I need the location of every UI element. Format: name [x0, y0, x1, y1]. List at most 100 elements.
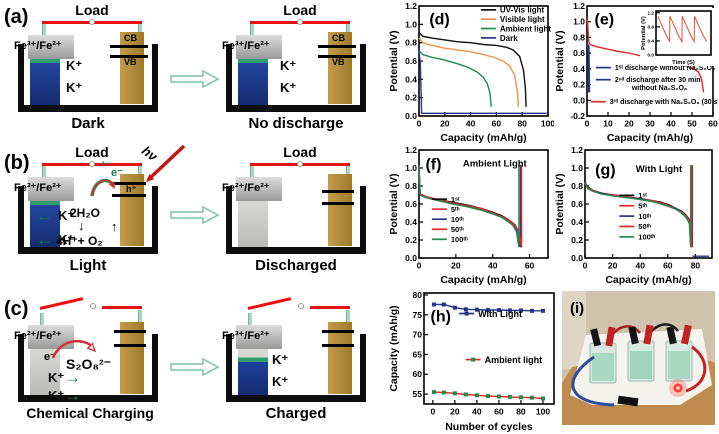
legend-label: 10ᵗʰ [638, 212, 651, 221]
x-tick-label: 60 [492, 119, 502, 129]
cb-label: CB [124, 33, 137, 43]
panel-letter: (h) [431, 308, 451, 325]
y-tick-label: 0.8 [648, 24, 655, 29]
cell-caption: Discharged [255, 257, 337, 274]
wire-stub [346, 24, 350, 36]
marker [529, 395, 534, 400]
panel-letter: (f) [425, 156, 441, 173]
legend-label: 50ᵗʰ [451, 225, 464, 234]
chart-svg-h: 0 20 40 60 80 100 55 60 65 70 75 80 Number of cycles… [388, 290, 555, 433]
photo-red-wire [685, 345, 707, 393]
series-pulsed discharge [657, 16, 707, 44]
y-tick-label: 0.0 [571, 253, 583, 263]
fe-electrode-charged [30, 201, 60, 248]
y-tick-label: 0.0 [405, 253, 417, 263]
wire-stub [40, 313, 44, 325]
up-arrow-icon: ↑ [111, 219, 118, 234]
marker [452, 305, 457, 310]
electrode-label: Fe³⁺/Fe²⁺ [222, 330, 270, 342]
load-label: Load [283, 2, 317, 18]
series-2nd discharge [588, 45, 591, 93]
marker [529, 308, 534, 313]
chart-svg-d: 0 20 40 60 80 100 0.0 0.2 0.4 0.6 0.8 1.0 1.2 Capacit… [388, 1, 555, 144]
vb-level-line [114, 344, 146, 347]
marker [463, 307, 468, 312]
x-tick-label: 50 [687, 119, 697, 129]
cb-level-line [318, 45, 356, 48]
legend-label: 2ⁿᵈ discharge after 30 min [615, 77, 701, 84]
cb-level-line [322, 330, 354, 333]
wire-stub [42, 166, 46, 179]
electron-label: e⁻ [44, 351, 56, 363]
y-tick-label: 55 [413, 389, 423, 399]
wire-stub [138, 166, 142, 176]
cell-tank [18, 186, 158, 254]
y-tick-label: 0.2 [405, 235, 417, 245]
marker [507, 308, 512, 313]
wire-node [89, 161, 95, 167]
photo-cuvette-2 [627, 340, 655, 382]
legend-label: without Na₂S₂O₈ [631, 85, 687, 92]
electron-label: e⁻ [111, 167, 123, 179]
panel-letter: (e) [595, 11, 615, 28]
series-100ᵗʰ [418, 165, 520, 248]
marker [452, 391, 457, 396]
vb-level-line [112, 194, 146, 197]
panel-b-label: (b) [4, 152, 30, 174]
photoelectrode [120, 174, 144, 246]
marker [441, 302, 446, 307]
k-ion: K⁺ [280, 58, 297, 73]
y-tick-label: 1.2 [571, 146, 583, 155]
y-tick-label: 0.6 [573, 48, 585, 58]
photo-cuvette-3 [665, 340, 693, 382]
y-axis-label: Potential (V) [554, 173, 566, 234]
x-tick-label: 20 [624, 119, 634, 129]
wire-node [297, 19, 303, 25]
y-tick-label: 1.2 [405, 2, 417, 11]
electrode-label: Fe³⁺/Fe²⁺ [14, 40, 62, 52]
vb-label: VB [332, 57, 345, 67]
electrode-cap [236, 325, 282, 349]
chart-panel-g: 0 20 40 60 80 0.0 0.2 0.4 0.6 0.8 1.0 1.2 Capacity (… [554, 145, 718, 286]
x-tick-label: 80 [691, 261, 701, 271]
persulfate-label: S₂O₈²⁻ [66, 356, 112, 372]
legend-label: UV-Vis light [500, 6, 545, 15]
wire-node [298, 303, 304, 309]
plot-frame [418, 5, 549, 117]
wire-stub [138, 24, 142, 36]
y-axis-label: Potential (V) [388, 30, 400, 91]
y-tick-label: 0.4 [405, 74, 417, 84]
wire-stub [346, 310, 350, 324]
series-1st discharge [587, 43, 590, 93]
water-label: 2H₂O [70, 206, 101, 220]
cell-a-dark: Load Fe³⁺/Fe²⁺ K⁺ K⁺ CB VB Dark [14, 2, 180, 136]
marker [485, 394, 490, 399]
legend-label: 1ˢᵗ [638, 191, 647, 200]
x-tick-label: 60 [663, 261, 673, 271]
wire-node [297, 161, 303, 167]
x-tick-label: 20 [440, 119, 450, 129]
cell-b-light: Load ← e⁻ hν Fe³⁺/Fe²⁺ h⁺ 2H₂O ↓ 4H⁺+ O₂… [14, 143, 186, 278]
cell-tank [226, 334, 366, 402]
chart-title: Ambient Light [463, 159, 528, 170]
x-tick-label: 60 [708, 119, 718, 129]
x-tick-label: 0 [430, 407, 435, 417]
electrode-cap [236, 35, 282, 59]
panel-letter: (d) [429, 11, 449, 28]
marker [485, 308, 490, 313]
ion-flow-arrow-icon: → [64, 368, 81, 387]
legend-label: 5ᵗʰ [451, 205, 460, 214]
y-tick-label: 75 [413, 310, 423, 320]
vb-level-line [110, 55, 148, 58]
k-ion: K⁺ [58, 232, 75, 247]
y-axis-label: Potential (V) [554, 30, 566, 91]
y-axis-label: Capacity (mAh/g) [388, 305, 400, 391]
k-ion: K⁺ [66, 58, 83, 73]
y-tick-label: 0.4 [648, 39, 655, 44]
photoelectrode [328, 174, 352, 246]
open-switch-wire [247, 297, 292, 310]
cell-c-charged: Fe³⁺/Fe²⁺ K⁺ K⁺ Charged [222, 292, 388, 426]
y-tick-label: 0.2 [405, 93, 417, 103]
chart-svg-f: 0 20 40 60 0.0 0.2 0.4 0.6 0.8 1.0 1.2 Capacity (mA… [388, 145, 549, 286]
y-tick-label: 1.2 [405, 146, 417, 155]
